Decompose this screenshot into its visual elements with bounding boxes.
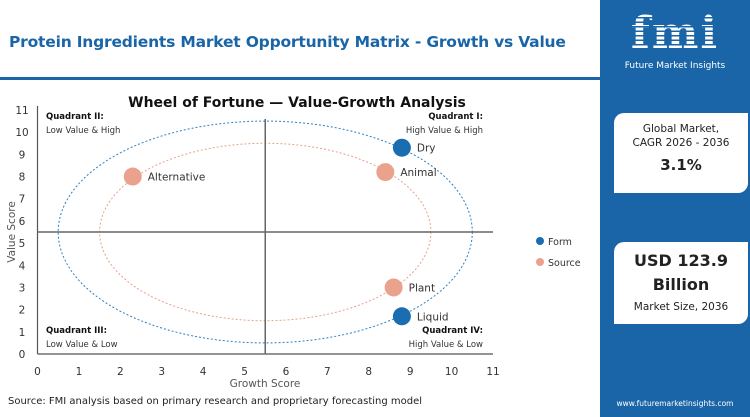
page-title: Protein Ingredients Market Opportunity M… [9, 33, 566, 51]
x-tick-label: 1 [76, 366, 83, 378]
x-tick-label: 6 [283, 366, 290, 378]
y-tick-label: 9 [19, 149, 26, 161]
x-tick-label: 9 [407, 366, 414, 378]
y-tick-label: 4 [19, 260, 26, 272]
data-point-liquid [392, 307, 411, 326]
y-tick-label: 11 [15, 105, 28, 117]
x-tick-label: 10 [445, 366, 458, 378]
y-tick-label: 7 [19, 194, 26, 206]
sidebar: fmi Future Market Insights Global Market… [600, 0, 750, 417]
y-tick-label: 2 [19, 305, 26, 317]
x-axis-label: Growth Score [230, 378, 301, 390]
fmi-logo: fmi Future Market Insights [600, 5, 750, 71]
x-tick-label: 8 [365, 366, 372, 378]
quadrant-title: Quadrant II: [46, 112, 104, 122]
quadrant-title: Quadrant I: [428, 112, 483, 122]
data-label: Animal [400, 167, 436, 179]
market-size-label: Market Size, 2036 [633, 301, 729, 313]
quadrant-title: Quadrant III: [46, 326, 107, 336]
quadrant-title: Quadrant IV: [422, 326, 483, 336]
data-label: Plant [409, 282, 435, 294]
logo-subtitle: Future Market Insights [624, 61, 726, 71]
y-axis-label: Value Score [6, 201, 18, 263]
x-tick-label: 4 [200, 366, 207, 378]
legend-marker-form [536, 237, 544, 245]
data-label: Dry [417, 143, 436, 155]
cagr-value: 3.1% [660, 156, 702, 174]
x-tick-label: 11 [486, 366, 499, 378]
market-size-unit: Billion [652, 275, 710, 294]
data-point-animal [376, 163, 395, 182]
legend-label: Source [548, 258, 581, 269]
quadrant-subtitle: Low Value & High [46, 126, 120, 136]
cagr-card: Global Market, CAGR 2026 - 2036 3.1% [614, 113, 748, 193]
x-tick-label: 0 [34, 366, 41, 378]
website-link[interactable]: www.futuremarketinsights.com [616, 399, 734, 408]
logo-mark: fmi [600, 5, 750, 63]
data-point-dry [392, 138, 411, 157]
y-tick-label: 6 [19, 216, 26, 228]
x-tick-label: 5 [241, 366, 248, 378]
legend-label: Form [548, 237, 572, 248]
y-tick-label: 3 [19, 282, 26, 294]
market-size-value: USD 123.9 [634, 251, 728, 270]
data-point-alternative [123, 167, 142, 186]
market-size-card: USD 123.9 Billion Market Size, 2036 [614, 242, 748, 324]
cagr-label-2: CAGR 2026 - 2036 [632, 137, 730, 149]
data-label: Liquid [417, 311, 449, 323]
header: Protein Ingredients Market Opportunity M… [0, 0, 600, 80]
x-tick-label: 2 [117, 366, 124, 378]
source-note: Source: FMI analysis based on primary re… [8, 396, 423, 407]
y-tick-label: 1 [19, 327, 26, 339]
quadrant-subtitle: High Value & Low [409, 340, 483, 350]
data-point-plant [384, 278, 403, 297]
x-tick-label: 7 [324, 366, 331, 378]
data-label: Alternative [148, 172, 206, 184]
quadrant-subtitle: Low Value & Low [46, 340, 118, 350]
quadrant-subtitle: High Value & High [406, 126, 483, 136]
x-tick-label: 3 [158, 366, 165, 378]
legend-marker-source [536, 258, 544, 266]
y-tick-label: 8 [19, 172, 26, 184]
cagr-label-1: Global Market, [642, 123, 720, 135]
y-tick-label: 0 [19, 349, 26, 361]
y-tick-label: 5 [19, 238, 26, 250]
chart-title: Wheel of Fortune — Value-Growth Analysis [128, 95, 466, 111]
y-tick-label: 10 [15, 127, 28, 139]
scatter-chart: Wheel of Fortune — Value-Growth Analysis… [6, 95, 581, 390]
